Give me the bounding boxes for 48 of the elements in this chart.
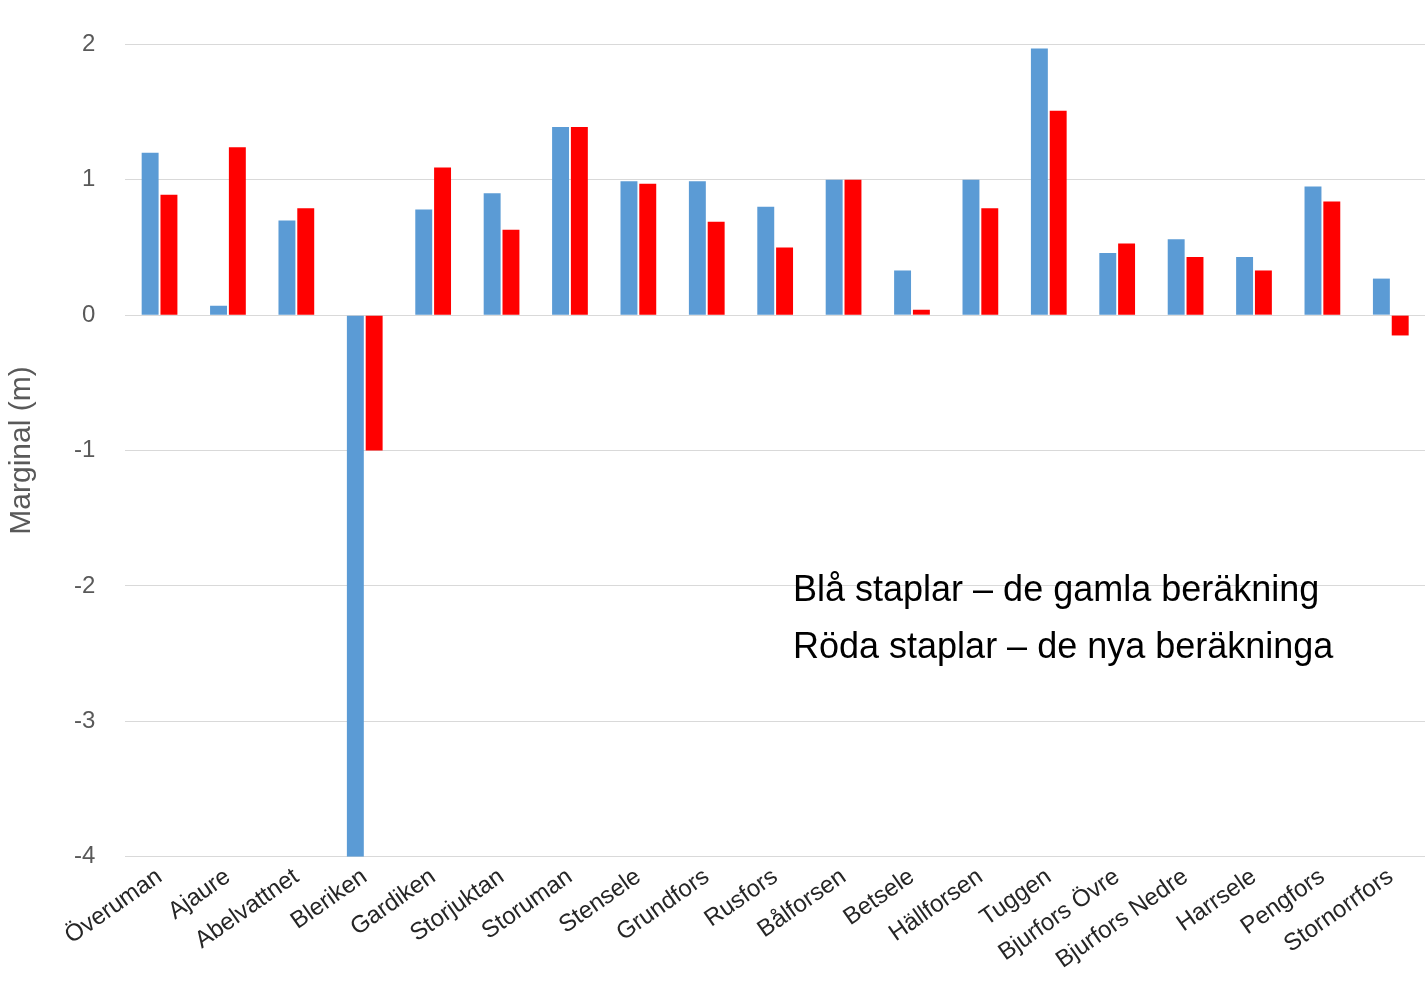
y-tick-label: -1 xyxy=(74,435,96,463)
y-tick-label: 1 xyxy=(81,164,96,192)
y-tick-label: 2 xyxy=(81,29,96,57)
bar xyxy=(365,315,383,451)
bar xyxy=(160,194,178,315)
bar xyxy=(1391,315,1409,336)
bar xyxy=(1049,110,1067,315)
annotation: Blå staplar – de gamla beräkning xyxy=(793,567,1321,611)
bar xyxy=(210,305,227,315)
y-axis-title: Marginal (m) xyxy=(3,366,37,535)
bar xyxy=(688,181,706,315)
y-tick-label: -3 xyxy=(74,705,96,733)
bar xyxy=(346,315,364,857)
y-tick-label: 0 xyxy=(81,299,96,327)
bar xyxy=(757,206,775,315)
bar xyxy=(776,247,794,315)
bar xyxy=(1323,201,1341,315)
bar xyxy=(1236,256,1254,315)
y-tick-label: -4 xyxy=(74,841,96,869)
bar xyxy=(278,220,296,315)
bar xyxy=(844,179,862,315)
bar xyxy=(297,208,315,315)
bar xyxy=(1167,239,1185,315)
bar xyxy=(483,193,501,315)
bar xyxy=(1304,186,1322,315)
bar xyxy=(639,183,657,315)
bar xyxy=(141,152,159,315)
bar xyxy=(1254,270,1272,315)
bar xyxy=(825,179,843,315)
bar xyxy=(962,179,980,315)
bar xyxy=(228,147,246,315)
annotation: Röda staplar – de nya beräkninga xyxy=(793,624,1334,668)
bar xyxy=(1186,256,1204,315)
bar xyxy=(707,221,725,315)
bar xyxy=(620,181,638,315)
bar xyxy=(912,309,930,315)
bar xyxy=(502,229,520,315)
bar xyxy=(415,209,433,315)
bar xyxy=(1372,278,1390,315)
y-tick-label: -2 xyxy=(74,570,96,598)
bar xyxy=(894,270,912,315)
bar xyxy=(434,167,452,315)
bar xyxy=(1099,252,1117,315)
bar xyxy=(570,126,588,315)
bar xyxy=(981,208,999,315)
bar xyxy=(1030,48,1048,315)
bar xyxy=(1118,243,1136,315)
bar xyxy=(552,126,570,315)
